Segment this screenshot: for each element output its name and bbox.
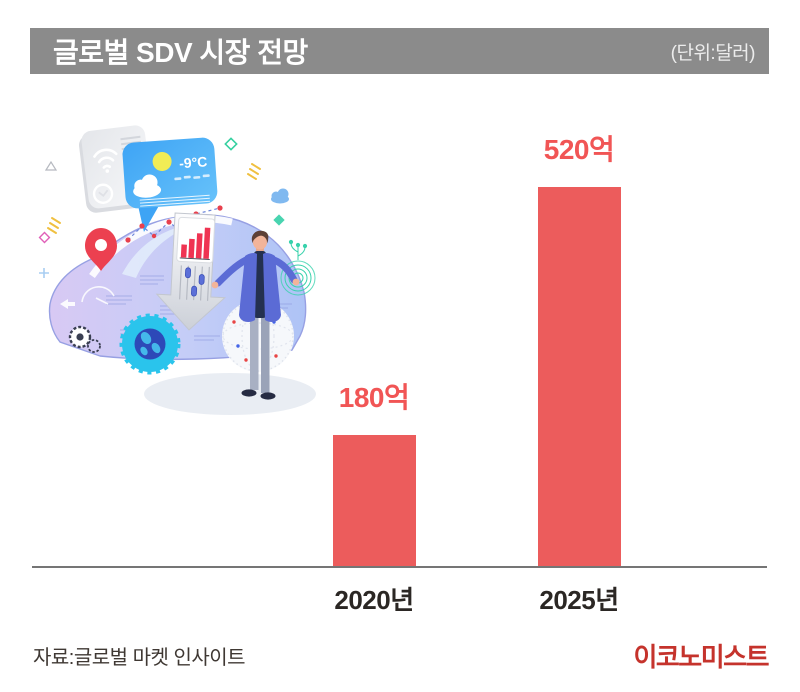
map-pin-icon <box>85 228 117 271</box>
publisher-logo: 이코노미스트 <box>633 642 769 672</box>
gear-wheel-icon <box>119 313 181 375</box>
unit-label: (단위:달러) <box>670 42 756 64</box>
sun-icon <box>152 152 172 172</box>
x-axis-line <box>32 566 767 568</box>
small-gear-icon <box>68 325 101 353</box>
value-label: 180억 <box>338 382 410 413</box>
person-figure <box>211 230 300 400</box>
category-label: 2020년 <box>334 585 414 615</box>
header-bar: 글로벌 SDV 시장 전망 (단위:달러) <box>30 28 769 74</box>
decor-shapes <box>38 137 289 278</box>
down-arrow-chart-icon <box>155 212 226 331</box>
source-text: 자료:글로벌 마켓 인사이트 <box>33 647 246 669</box>
temperature-text: -9°C <box>179 153 208 171</box>
front-arrow-icon <box>60 299 75 309</box>
category-label: 2025년 <box>539 585 619 615</box>
page-title: 글로벌 SDV 시장 전망 <box>53 37 308 68</box>
hero-illustration: -9°C <box>38 125 316 415</box>
speedometer-icon <box>81 286 115 305</box>
bar-2020년 <box>332 435 416 566</box>
value-label: 520억 <box>543 134 615 165</box>
cloud-icon <box>133 174 162 198</box>
cloud-small-icon <box>271 188 289 204</box>
ground-shadow <box>144 373 316 415</box>
bar-2025년 <box>537 187 621 566</box>
